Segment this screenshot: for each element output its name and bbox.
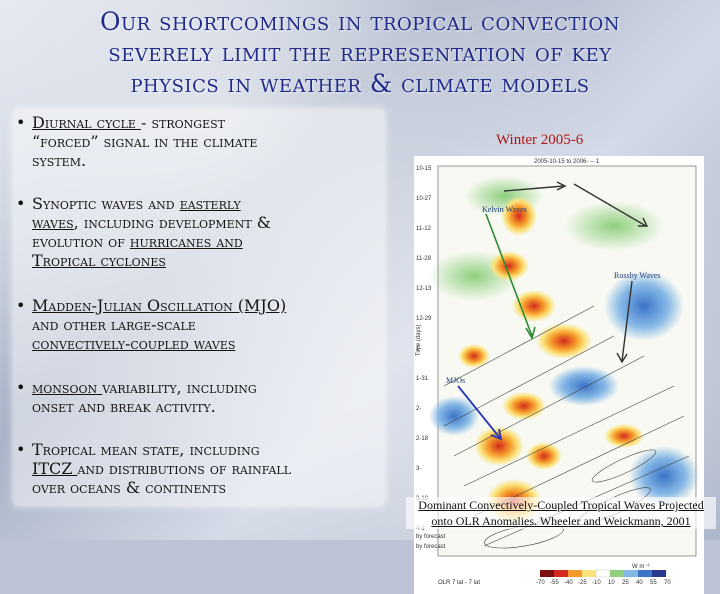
waves-text: waves <box>32 213 74 232</box>
date-range-label: 2005-10-15 to 2006- -- 1 <box>534 159 600 165</box>
mjo-arrow <box>457 385 503 441</box>
y-tick-label: 11-12 <box>416 226 432 232</box>
diurnal-cycle-link: Diurnal cycle <box>32 113 142 132</box>
y-tick-label: 4-1 <box>416 526 425 532</box>
kelvin-waves-label: Kelvin Waves <box>482 205 527 214</box>
kelvin-arrow <box>485 213 536 341</box>
bullet-synoptic-waves: • Synoptic waves and easterly waves, inc… <box>16 194 377 270</box>
bullet-text: over oceans & continents <box>32 478 227 497</box>
y-tick-label: 12-29 <box>416 316 432 322</box>
colorbar-title: OLR 7 lat - 7 lat <box>438 580 480 586</box>
y-axis-title: Time (days) <box>416 325 422 356</box>
title-line-3: physics in weather & climate models <box>130 69 590 98</box>
bullet-mjo: • Madden-Julian Oscillation (MJO) and ot… <box>16 296 377 353</box>
y-tick-label: 12-13 <box>416 286 432 292</box>
hurricanes-text: hurricanes and <box>129 232 243 251</box>
bullet-diurnal-cycle: • Diurnal cycle - strongest “forced” sig… <box>16 113 377 170</box>
title-line-2: severely limit the representation of key <box>108 38 612 67</box>
convectively-coupled-waves-text: convectively-coupled waves <box>32 334 236 353</box>
bullet-text: “forced” signal in the climate <box>32 132 258 151</box>
colorbar <box>540 569 666 578</box>
y-tick-label: 1-31 <box>416 376 429 382</box>
slide-title: Our shortcomings in tropical convection … <box>20 6 700 99</box>
itcz-text: ITCZ <box>32 459 78 478</box>
caption-line-1: Dominant Convectively-Coupled Tropical W… <box>418 498 704 512</box>
monsoon-text: monsoon <box>32 378 103 397</box>
bullet-text: and distributions of rainfall <box>77 459 292 478</box>
bullet-dot: • <box>16 296 26 315</box>
colorbar-tick-label: -40 <box>564 580 573 586</box>
bullet-dot: • <box>16 378 26 397</box>
bullet-list: • Diurnal cycle - strongest “forced” sig… <box>14 110 384 505</box>
tropical-cyclones-text: Tropical cyclones <box>32 251 166 270</box>
bullet-dot: • <box>16 194 26 213</box>
colorbar-tick-label: 70 <box>664 580 671 586</box>
colorbar-tick-label: -25 <box>578 580 587 586</box>
bullet-text: onset and break activity. <box>32 397 216 416</box>
colorbar-tick-label: -55 <box>550 580 559 586</box>
colorbar-tick-label: 10 <box>608 580 615 586</box>
mjo-label: MJOs <box>446 376 465 385</box>
colorbar-tick-label: -10 <box>592 580 601 586</box>
y-tick-label: 2- <box>416 406 421 412</box>
bullet-text: system. <box>32 151 87 170</box>
hovmoller-plot: 2005-10-15 to 2006- -- 1 <box>414 156 704 594</box>
bullet-text: , including development & <box>73 213 271 232</box>
figure-caption: Dominant Convectively-Coupled Tropical W… <box>406 497 716 529</box>
bullet-text: Tropical mean state, including <box>32 440 260 459</box>
title-line-1: Our shortcomings in tropical convection <box>100 7 620 36</box>
rossby-waves-label: Rossby Waves <box>614 271 661 280</box>
y-tick-label: 10-15 <box>416 166 432 172</box>
caption-line-2: onto OLR Anomalies. Wheeler and Weickman… <box>431 514 691 528</box>
bullet-text: evolution of <box>32 232 130 251</box>
bullet-dot: • <box>16 113 26 132</box>
colorbar-tick-label: -70 <box>536 580 545 586</box>
bullet-text: and other large-scale <box>32 315 196 334</box>
mjo-text: Madden-Julian Oscillation (MJO) <box>32 296 287 315</box>
y-tick-label: 11-28 <box>416 256 432 262</box>
colorbar-tick-label: 55 <box>650 580 657 586</box>
y-tick-label: 10-27 <box>416 196 432 202</box>
y-tick-label: 3- <box>416 466 421 472</box>
colorbar-tick-label: 40 <box>636 580 643 586</box>
bullet-text: - strongest <box>141 113 225 132</box>
season-label: Winter 2005-6 <box>496 132 584 148</box>
figure-panel: Winter 2005-6 2005-10-15 to 2006- -- 1 <box>400 112 705 594</box>
anomaly-field <box>429 176 699 523</box>
unit-label: W m⁻² <box>632 564 650 570</box>
forecast-label-1: by forecast <box>416 534 446 540</box>
y-tick-label: 2-18 <box>416 436 429 442</box>
bullet-text: variability, including <box>102 378 257 397</box>
y-tick-label: 1- <box>416 346 421 352</box>
easterly-text: easterly <box>179 194 241 213</box>
bullet-dot: • <box>16 440 26 459</box>
bullet-text: Synoptic waves and <box>32 194 180 213</box>
bullet-monsoon: • monsoon variability, including onset a… <box>16 378 377 416</box>
bullet-mean-state: • Tropical mean state, including ITCZ an… <box>16 440 377 497</box>
forecast-label-2: by forecast <box>416 544 446 550</box>
rossby-arrows <box>503 181 649 364</box>
colorbar-tick-label: 25 <box>622 580 629 586</box>
